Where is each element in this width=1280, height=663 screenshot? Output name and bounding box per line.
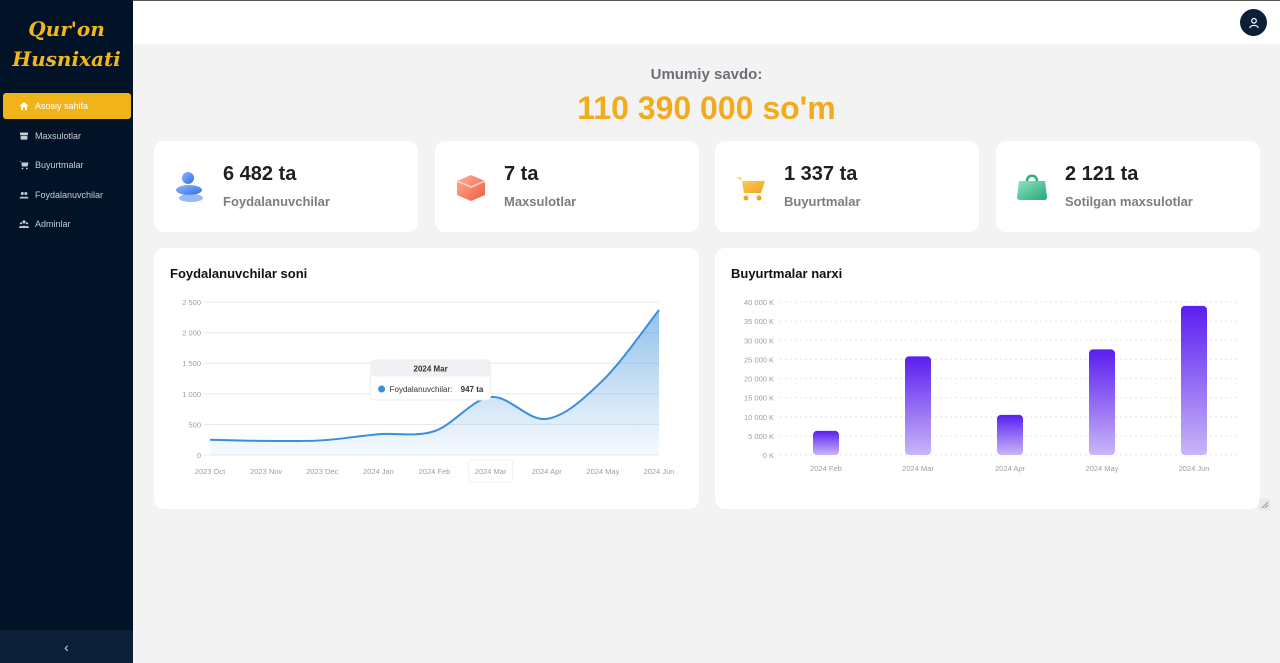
box-3d-icon (456, 175, 486, 201)
chevron-left-icon: ‹ (64, 638, 69, 655)
bar[interactable] (905, 356, 931, 455)
y-tick-label: 5 000 K (748, 432, 774, 441)
y-tick-label: 15 000 K (744, 394, 774, 403)
series-area (210, 309, 659, 455)
stat-card-users[interactable]: 6 482 ta Foydalanuvchilar (154, 141, 418, 232)
admins-icon (18, 219, 29, 230)
home-icon (18, 101, 29, 112)
bar[interactable] (1181, 305, 1207, 455)
x-tick-highlight (468, 459, 514, 483)
tooltip-value: 947 ta (461, 385, 484, 394)
app-logo[interactable]: Qur'on Husnixati (0, 14, 133, 74)
users-chart-card: 0 500 1 000 1 500 2 000 2 500 2023 Oct 2023 No… (154, 248, 699, 509)
y-tick-label: 1 500 (182, 359, 201, 368)
x-tick-label: 2024 Jun (644, 467, 675, 476)
x-tick-label: 2024 Apr (532, 467, 563, 476)
box-icon (18, 130, 29, 141)
stat-value: 1 337 ta (784, 163, 858, 185)
bar[interactable] (997, 414, 1023, 455)
sidebar-item-buyurtmalar[interactable]: Buyurtmalar (3, 152, 131, 178)
y-tick-label: 0 (197, 451, 201, 460)
cart-icon (18, 160, 29, 171)
x-tick-label: 2024 Mar (902, 464, 934, 473)
cart-3d-icon (736, 177, 765, 201)
stat-card-products[interactable]: 7 ta Maxsulotlar (435, 141, 699, 232)
chart-title: Foydalanuvchilar soni (170, 266, 308, 281)
x-tick-label: 2023 Oct (195, 467, 226, 476)
chart-title: Buyurtmalar narxi (731, 266, 843, 281)
x-tick-label: 2024 May (586, 467, 619, 476)
x-tick-label: 2024 Jun (1179, 464, 1210, 473)
sidebar-item-label: Adminlar (35, 219, 71, 230)
sidebar-item-label: Foydalanuvchilar (35, 189, 104, 200)
sidebar-item-maxsulotlar[interactable]: Maxsulotlar (3, 123, 131, 149)
avatar[interactable] (1240, 9, 1267, 36)
user-icon (1248, 17, 1259, 28)
sidebar-item-label: Buyurtmalar (35, 160, 84, 171)
sidebar-item-label: Asosiy sahifa (35, 101, 89, 111)
bar[interactable] (813, 430, 839, 455)
x-tick-label: 2023 Nov (250, 467, 282, 476)
x-tick-label: 2024 Apr (995, 464, 1026, 473)
stat-label: Buyurtmalar (784, 194, 861, 209)
x-tick-label: 2024 May (1086, 464, 1119, 473)
stat-label: Sotilgan maxsulotlar (1065, 194, 1193, 209)
bag-3d-icon (1017, 174, 1047, 200)
y-tick-label: 2 000 (182, 329, 201, 338)
y-tick-label: 0 K (763, 451, 774, 460)
y-tick-label: 25 000 K (744, 355, 774, 364)
tooltip-series-dot (378, 385, 386, 393)
users-3d-icon (176, 172, 203, 202)
y-tick-label: 35 000 K (744, 317, 774, 326)
stat-card-sold-products[interactable]: 2 121 ta Sotilgan maxsulotlar (996, 141, 1260, 232)
tooltip-header (371, 360, 491, 377)
sidebar-item-label: Maxsulotlar (35, 130, 82, 141)
tooltip-label: Foydalanuvchilar: (390, 385, 453, 394)
y-tick-label: 40 000 K (744, 298, 774, 307)
x-tick-label: 2024 Feb (810, 464, 842, 473)
top-bar (133, 0, 1280, 44)
sidebar-nav: Asosiy sahifa Maxsulotlar Buyurtmalar Fo… (3, 93, 131, 241)
x-tick-label: 2024 Mar (475, 467, 507, 476)
stat-value: 2 121 ta (1065, 163, 1139, 185)
bar[interactable] (1089, 349, 1115, 455)
sidebar: Qur'on Husnixati Asosiy sahifa Maxsulotl… (0, 0, 133, 663)
y-tick-label: 20 000 K (744, 375, 774, 384)
y-tick-label: 500 (188, 420, 201, 429)
orders-chart-card: 0 K 5 000 K 10 000 K 15 000 K 20 000 K 25 000… (715, 248, 1260, 509)
y-tick-label: 1 000 (182, 390, 201, 399)
series-line (209, 309, 660, 443)
stat-label: Maxsulotlar (504, 194, 577, 209)
sidebar-item-foydalanuvchilar[interactable]: Foydalanuvchilar (3, 182, 131, 208)
orders-bar-chart[interactable]: 0 K 5 000 K 10 000 K 15 000 K 20 000 K 25 000… (715, 248, 1260, 509)
users-icon (18, 189, 29, 200)
total-sales-label: Umumiy savdo: (650, 66, 763, 83)
resize-icon[interactable] (1258, 498, 1272, 512)
logo-line-1: Qur'on (28, 17, 105, 41)
x-tick-label: 2024 Jan (363, 467, 394, 476)
x-tick-label: 2024 Feb (419, 467, 451, 476)
stat-value: 6 482 ta (223, 163, 297, 185)
logo-line-2: Husnixati (12, 47, 121, 71)
y-tick-label: 10 000 K (744, 413, 774, 422)
y-tick-label: 30 000 K (744, 336, 774, 345)
y-tick-label: 2 500 (182, 298, 201, 307)
tooltip-title: 2024 Mar (414, 365, 448, 374)
sidebar-collapse-button[interactable]: ‹ (0, 630, 133, 663)
sidebar-item-asosiy-sahifa[interactable]: Asosiy sahifa (3, 93, 131, 119)
x-tick-label: 2023 Dec (306, 467, 338, 476)
sidebar-item-adminlar[interactable]: Adminlar (3, 211, 131, 237)
stat-card-orders[interactable]: 1 337 ta Buyurtmalar (715, 141, 979, 232)
total-sales-value: 110 390 000 so'm (577, 90, 836, 126)
users-area-chart[interactable]: 0 500 1 000 1 500 2 000 2 500 2023 Oct 2023 No… (154, 248, 699, 509)
stat-label: Foydalanuvchilar (223, 194, 330, 209)
stat-value: 7 ta (504, 163, 539, 185)
